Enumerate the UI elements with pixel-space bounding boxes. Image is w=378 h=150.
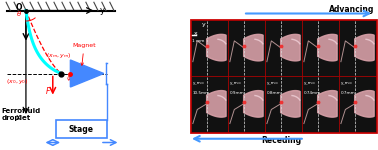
Bar [339,20,376,76]
Text: x: x [194,31,198,36]
Polygon shape [244,91,263,117]
Bar [191,76,228,132]
Bar [191,20,376,132]
Text: $F$: $F$ [45,85,52,96]
Bar [339,76,376,132]
Polygon shape [280,34,300,61]
Text: O: O [16,3,22,12]
Polygon shape [280,91,300,117]
Text: x: x [16,113,21,122]
Text: 10.5mm: 10.5mm [192,92,210,96]
Text: 0.8mm: 0.8mm [266,92,281,96]
Text: y: y [201,22,205,27]
Text: 0.9mm: 0.9mm [229,92,244,96]
Text: y_m=: y_m= [304,81,316,85]
Text: y_m=: y_m= [266,81,279,85]
Text: $(x_m, y_m)$: $(x_m, y_m)$ [46,51,72,60]
Text: y_m=: y_m= [229,81,242,85]
Text: Magnet: Magnet [72,43,96,65]
Text: $\varphi$: $\varphi$ [66,74,72,83]
Text: y_m=: y_m= [192,81,205,85]
Bar [228,76,265,132]
Text: Advancing: Advancing [329,4,374,14]
Polygon shape [355,91,374,117]
Polygon shape [207,91,226,117]
Text: 1 mm: 1 mm [192,39,205,43]
Bar [302,20,339,76]
Text: $(x_0, y_0)$: $(x_0, y_0)$ [6,77,28,86]
Text: y_m=: y_m= [341,81,353,85]
Text: 0.7mm: 0.7mm [341,92,355,96]
Text: 0.74mm: 0.74mm [304,92,321,96]
Text: $\theta$: $\theta$ [16,9,22,18]
Polygon shape [207,34,226,61]
Polygon shape [244,34,263,61]
Polygon shape [355,34,374,61]
Text: Stage: Stage [69,124,94,134]
Text: Receding: Receding [262,136,302,145]
Text: y: y [100,6,105,15]
Polygon shape [70,60,104,87]
Bar [56,120,107,138]
Bar [191,20,228,76]
Bar [265,20,302,76]
Polygon shape [318,34,337,61]
Text: Ferrofluid
droplet: Ferrofluid droplet [2,108,41,121]
Bar [302,76,339,132]
Bar [228,20,265,76]
Bar [265,76,302,132]
Polygon shape [318,91,337,117]
